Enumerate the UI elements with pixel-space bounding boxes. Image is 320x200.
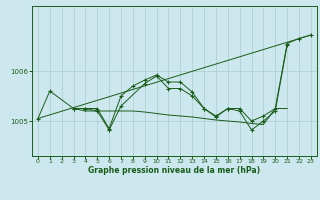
X-axis label: Graphe pression niveau de la mer (hPa): Graphe pression niveau de la mer (hPa): [88, 166, 260, 175]
